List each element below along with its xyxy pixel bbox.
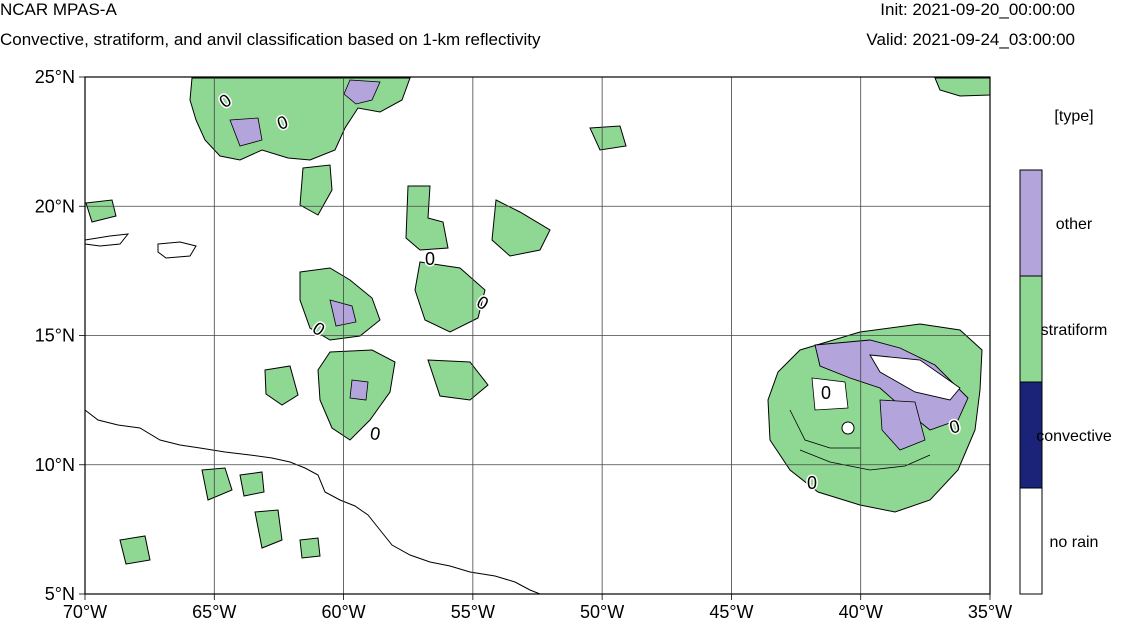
cyclone-system xyxy=(814,339,969,431)
precip-cluster xyxy=(589,125,627,151)
legend-label: no rain xyxy=(1050,534,1099,551)
coastline xyxy=(85,233,541,594)
cyclone-system xyxy=(879,399,926,451)
coastline-path xyxy=(85,409,541,594)
legend: other stratiform convective no rain xyxy=(1019,169,1112,595)
lat-tick-label: 25°N xyxy=(35,67,75,87)
lon-tick-label: 35°W xyxy=(968,602,1012,622)
plot-frame xyxy=(84,76,991,595)
lat-tick-label: 5°N xyxy=(45,584,75,604)
contour-label: 0 xyxy=(821,383,831,403)
cyclone-contour xyxy=(799,449,931,471)
precip-cluster xyxy=(239,471,265,497)
lon-tick-label: 70°W xyxy=(63,602,107,622)
coastline-path xyxy=(85,233,130,247)
lon-tick-label: 40°W xyxy=(839,602,883,622)
precip-cluster xyxy=(299,164,333,216)
precip-cluster xyxy=(343,79,381,105)
precip-cluster xyxy=(405,185,449,251)
precip-fields xyxy=(85,77,990,565)
cyclone-system xyxy=(869,354,961,401)
precip-cluster xyxy=(264,365,299,406)
precip-cluster xyxy=(299,537,321,559)
cyclone-system xyxy=(811,377,849,411)
legend-label: convective xyxy=(1036,428,1112,445)
precip-cluster xyxy=(229,117,263,147)
init-time: Init: 2021-09-20_00:00:00 xyxy=(880,0,1075,19)
precip-cluster xyxy=(427,359,489,401)
legend-swatch-other xyxy=(1019,169,1043,277)
legend-label: stratiform xyxy=(1041,322,1108,339)
precip-cluster xyxy=(349,379,369,401)
legend-swatch-no-rain xyxy=(1019,487,1043,595)
precip-cluster xyxy=(491,199,551,257)
precip-cluster xyxy=(934,77,990,97)
lon-tick-label: 65°W xyxy=(192,602,236,622)
map-subtitle: Convective, stratiform, and anvil classi… xyxy=(0,30,541,49)
coastline-path xyxy=(157,241,197,259)
map-title: NCAR MPAS-A xyxy=(0,0,117,19)
lon-tick-label: 50°W xyxy=(580,602,624,622)
cyclone-eye xyxy=(841,421,855,435)
tick-labels: 70°W 65°W 60°W 55°W 50°W 45°W 40°W 35°W 25°N 20°N… xyxy=(35,67,1012,622)
precip-cluster xyxy=(85,199,117,223)
precip-cluster xyxy=(254,509,283,549)
contour-label: 0 xyxy=(369,423,382,444)
lat-tick-label: 10°N xyxy=(35,455,75,475)
precip-cluster xyxy=(201,467,233,501)
contour-label: 0 xyxy=(425,249,435,269)
cyclone-contour xyxy=(789,409,860,449)
contour-label: 0 xyxy=(807,473,817,493)
legend-title: [type] xyxy=(1054,108,1093,125)
precip-cluster xyxy=(329,299,357,327)
lon-tick-label: 55°W xyxy=(451,602,495,622)
lat-tick-label: 20°N xyxy=(35,196,75,216)
valid-time: Valid: 2021-09-24_03:00:00 xyxy=(866,30,1075,49)
precip-cluster xyxy=(119,535,151,565)
precip-cluster xyxy=(414,261,486,333)
lat-tick-label: 15°N xyxy=(35,326,75,346)
lon-tick-label: 45°W xyxy=(709,602,753,622)
contour-label: 0 xyxy=(947,416,962,438)
legend-label: other xyxy=(1056,216,1093,233)
lon-tick-label: 60°W xyxy=(321,602,365,622)
legend-swatch-stratiform xyxy=(1019,275,1043,383)
